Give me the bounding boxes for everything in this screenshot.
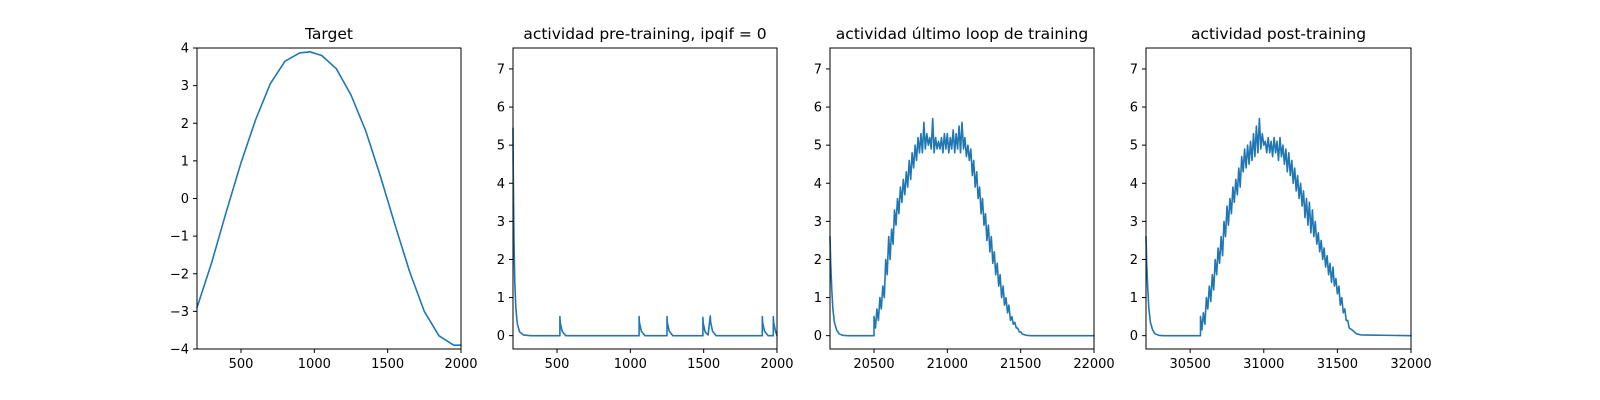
y-tick-label: 2 [181,117,189,132]
y-tick-label: 4 [814,177,822,192]
y-tick-label: 2 [497,253,505,268]
x-tick-label: 30500 [1169,357,1210,372]
y-tick-label: 6 [1130,101,1138,116]
panel-title: actividad último loop de training [836,25,1088,43]
x-tick-label: 2000 [444,357,477,372]
y-tick-label: 3 [1130,215,1138,230]
y-tick-label: 6 [814,101,822,116]
series-line-1 [829,117,1095,337]
y-tick-label: 0 [1130,329,1138,344]
x-tick-label: 500 [229,357,254,372]
y-tick-label: 2 [814,253,822,268]
y-tick-label: 4 [497,177,505,192]
x-tick-label: 31500 [1317,357,1358,372]
y-tick-label: 2 [1130,253,1138,268]
y-tick-label: 1 [1130,291,1138,306]
x-tick-label: 32000 [1390,357,1431,372]
x-tick-label: 1000 [614,357,647,372]
y-tick-label: 4 [181,42,189,57]
x-tick-label: 2000 [760,357,793,372]
panel-title: actividad pre-training, ipqif = 0 [523,25,766,43]
y-tick-label: −2 [170,267,189,282]
panel-title: actividad post-training [1191,25,1366,43]
y-tick-label: 3 [181,79,189,94]
y-tick-label: 5 [814,139,822,154]
x-tick-label: 22000 [1073,357,1114,372]
plot-frame [1145,47,1412,350]
panel-1: 500 1000 1500 2000 −4 −3 −2 −1 0 1 2 3 4 Target [170,25,478,372]
y-tick-label: 7 [497,62,505,77]
y-tick-label: 5 [1130,139,1138,154]
y-tick-label: 3 [497,215,505,230]
series-line-1 [1145,117,1412,337]
x-tick-label: 1000 [298,357,331,372]
plot-frame [829,47,1095,350]
y-tick-label: 7 [814,62,822,77]
y-tick-label: −1 [170,230,189,245]
x-tick-label: 31000 [1243,357,1284,372]
y-tick-label: 1 [181,154,189,169]
x-tick-label: 21500 [1000,357,1041,372]
y-tick-label: 1 [814,291,822,306]
y-tick-label: 4 [1130,177,1138,192]
series-line-1 [512,127,778,337]
y-tick-label: −4 [170,343,189,358]
y-tick-label: 0 [181,192,189,207]
panel-2: 500 1000 1500 2000 0 1 2 3 4 5 6 7 actividad pre-tra… [497,25,794,372]
x-tick-label: 1500 [687,357,720,372]
x-tick-label: 20500 [853,357,894,372]
x-tick-label: 500 [545,357,570,372]
y-tick-label: 1 [497,291,505,306]
panel-title: Target [304,25,353,43]
panel-3: 20500 21000 21500 22000 0 1 2 3 4 5 6 7 actividad úl… [814,25,1115,372]
y-tick-label: 0 [497,329,505,344]
y-tick-label: −3 [170,305,189,320]
y-tick-label: 7 [1130,62,1138,77]
panel-4: 30500 31000 31500 32000 0 1 2 3 4 5 6 7 actividad po… [1130,25,1432,372]
y-tick-label: 0 [814,329,822,344]
plot-frame [512,47,778,350]
series-line-1 [196,50,462,347]
y-tick-label: 5 [497,139,505,154]
x-tick-label: 1500 [371,357,404,372]
y-tick-label: 3 [814,215,822,230]
y-tick-label: 6 [497,101,505,116]
x-tick-label: 21000 [927,357,968,372]
